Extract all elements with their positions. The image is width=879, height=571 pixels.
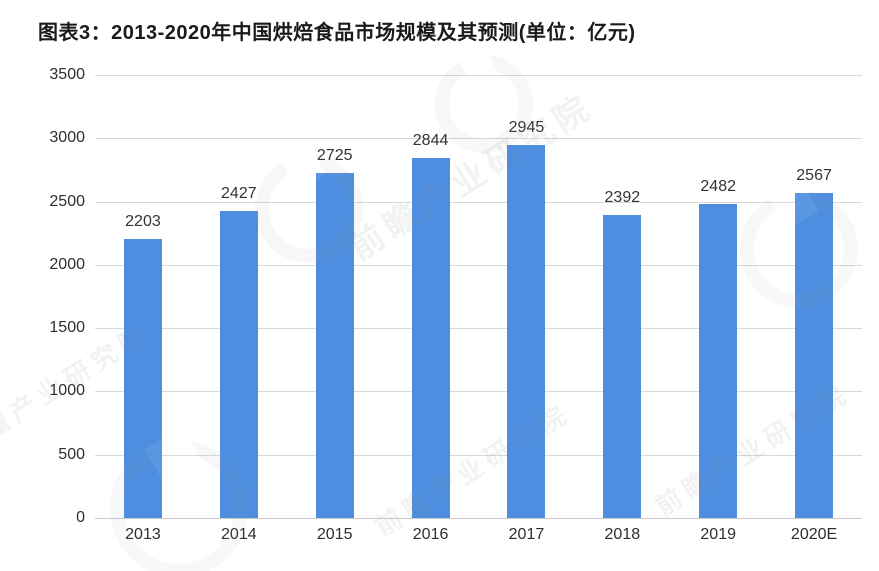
x-axis-tick-label: 2018 (604, 526, 641, 543)
y-axis-tick-label: 500 (58, 445, 85, 463)
gridline-y-2000 (95, 264, 862, 266)
gridline-y-1500 (95, 328, 862, 330)
bar-2019 (699, 203, 738, 518)
gridline-y-500 (95, 454, 862, 456)
x-axis-tick-label: 2020E (790, 526, 838, 543)
bar-value-label: 2482 (700, 177, 736, 195)
y-axis-tick-label: 2500 (49, 192, 85, 210)
gridline-y-3500 (95, 75, 862, 76)
bar-2017 (507, 145, 546, 518)
bar-2013 (123, 239, 162, 518)
bar-slot-2015: 2725 (287, 75, 383, 518)
y-axis-tick-label: 1000 (49, 382, 85, 400)
plot-area: 0 500 1000 1500 2000 2500 3000 3500 2203 2013 2427… (49, 66, 862, 543)
gridline-y-3000 (95, 138, 862, 140)
y-axis-tick-label: 2000 (49, 255, 85, 273)
bar-slot-2014: 2427 (191, 75, 287, 518)
x-axis-tick-label: 2017 (508, 526, 545, 543)
y-axis-tick-label: 1500 (49, 319, 85, 337)
x-axis-tick-label: 2013 (125, 526, 161, 543)
bar-slot-2019: 2482 (670, 75, 766, 518)
y-axis-tick-label: 0 (76, 509, 85, 526)
bar-2014 (219, 210, 258, 518)
x-axis-tick-label: 2015 (316, 526, 353, 543)
bar-value-label: 2844 (412, 132, 449, 150)
bar-value-label: 2203 (125, 213, 161, 231)
bar-slot-2018: 2392 (574, 75, 670, 518)
bar-slot-2016: 2844 (383, 75, 479, 518)
bar-2018 (603, 215, 642, 518)
bar-value-label: 2567 (796, 167, 832, 185)
gridline-y-1000 (95, 391, 862, 393)
bar-2016 (411, 158, 450, 518)
bar-2015 (315, 173, 354, 518)
y-axis-tick-label: 3500 (49, 66, 85, 83)
chart-title: 图表3：2013-2020年中国烘焙食品市场规模及其预测(单位：亿元) (38, 22, 636, 44)
bar-value-label: 2427 (221, 184, 257, 202)
gridline-y-0 (95, 518, 862, 519)
gridline-y-2500 (95, 201, 862, 203)
bar-value-label: 2725 (316, 147, 353, 165)
y-axis-tick-label: 3000 (49, 129, 85, 147)
x-axis-tick-label: 2014 (221, 526, 257, 543)
x-axis-tick-label: 2019 (700, 526, 736, 543)
bar-2020E (795, 193, 834, 518)
bar-value-label: 2945 (508, 119, 545, 137)
x-axis-tick-label: 2016 (412, 526, 449, 543)
bar-slot-2020E: 2567 (766, 75, 862, 518)
bar-slot-2017: 2945 (479, 75, 575, 518)
bar-slot-2013: 2203 (95, 75, 191, 518)
bar-value-label: 2392 (604, 189, 641, 207)
